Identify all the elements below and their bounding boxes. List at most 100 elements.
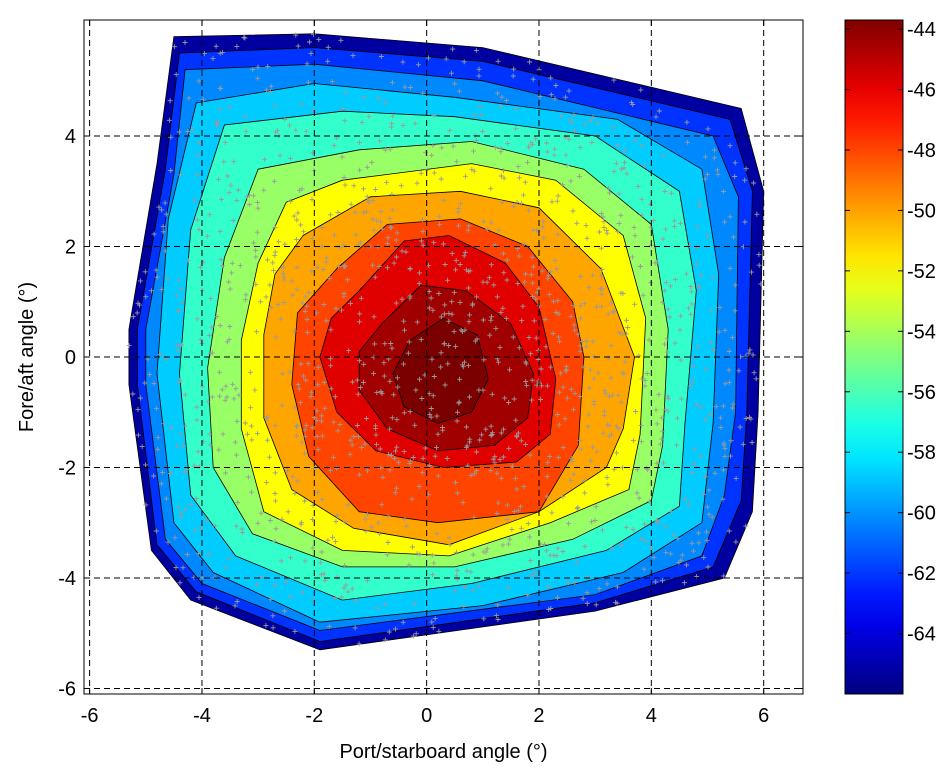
sample-marker [302, 558, 308, 564]
sample-marker [303, 423, 309, 428]
sample-marker [529, 377, 535, 383]
colorbar: -44 -46 -48 -50 -52 -54 -56 -58 -60 -62 -64 [844, 19, 936, 695]
sample-marker [753, 376, 759, 382]
sample-marker [394, 417, 400, 423]
sample-marker [420, 229, 426, 234]
sample-marker [451, 289, 457, 295]
sample-marker [216, 447, 222, 453]
sample-marker [582, 544, 588, 549]
sample-marker [530, 264, 536, 270]
sample-marker [430, 307, 436, 313]
sample-marker [253, 281, 259, 287]
sample-marker [514, 486, 520, 492]
sample-marker [331, 419, 337, 425]
sample-marker [429, 552, 435, 558]
sample-marker [473, 294, 479, 300]
sample-marker [431, 240, 437, 246]
sample-marker [209, 324, 215, 330]
sample-marker [255, 200, 261, 205]
sample-marker [456, 400, 462, 406]
sample-marker [563, 94, 569, 100]
plot-area: -6 -4 -2 0 2 4 6 -6 -4 -2 0 2 4 [58, 19, 804, 727]
sample-marker [668, 509, 674, 515]
sample-marker [749, 440, 755, 445]
sample-marker [387, 378, 393, 384]
sample-marker [412, 422, 418, 428]
sample-marker [488, 317, 494, 323]
sample-marker [438, 350, 444, 356]
sample-marker [705, 504, 710, 510]
sample-marker [705, 564, 711, 570]
sample-marker [605, 482, 611, 488]
sample-marker [479, 112, 485, 118]
sample-marker [184, 552, 190, 557]
sample-marker [302, 294, 308, 300]
sample-marker [743, 416, 749, 421]
sample-marker [441, 341, 447, 347]
sample-marker [514, 433, 519, 439]
sample-marker [456, 223, 462, 229]
sample-marker [736, 368, 742, 374]
sample-marker [151, 231, 157, 237]
sample-marker [638, 439, 644, 445]
sample-marker [198, 337, 204, 343]
sample-marker [600, 430, 606, 436]
sample-marker [126, 343, 132, 349]
sample-marker [523, 379, 529, 384]
sample-marker [529, 397, 534, 403]
sample-marker [331, 143, 337, 149]
sample-marker [339, 594, 345, 600]
sample-marker [552, 96, 558, 102]
sample-marker [353, 598, 359, 604]
sample-marker [568, 313, 574, 319]
sample-marker [405, 350, 411, 356]
sample-marker [443, 56, 449, 62]
sample-marker [446, 343, 452, 348]
sample-marker [684, 119, 690, 125]
sample-marker [576, 173, 582, 179]
sample-marker [255, 431, 260, 437]
sample-marker [434, 531, 440, 537]
sample-marker [577, 343, 583, 349]
sample-marker [590, 272, 596, 278]
sample-marker [235, 187, 241, 193]
sample-marker [528, 272, 534, 278]
sample-marker [651, 555, 657, 561]
sample-marker [365, 468, 370, 474]
sample-marker [349, 379, 355, 385]
sample-marker [606, 394, 612, 400]
sample-marker [298, 521, 304, 527]
sample-marker [691, 461, 697, 467]
sample-marker [237, 263, 243, 269]
sample-marker [674, 415, 680, 421]
sample-marker [181, 443, 186, 449]
sample-marker [585, 424, 591, 429]
sample-marker [270, 625, 276, 631]
sample-marker [575, 331, 581, 337]
sample-marker [463, 424, 469, 430]
sample-marker [248, 405, 254, 411]
sample-marker [722, 327, 728, 333]
sample-marker [624, 331, 629, 337]
sample-marker [174, 292, 180, 298]
sample-marker [549, 199, 555, 205]
sample-marker [292, 490, 298, 496]
x-tick-label: 6 [758, 705, 769, 727]
sample-marker [143, 502, 149, 508]
sample-marker [178, 172, 183, 178]
sample-marker [335, 428, 341, 434]
sample-marker [245, 431, 250, 437]
sample-marker [596, 586, 602, 592]
sample-marker [554, 553, 560, 559]
sample-marker [615, 425, 621, 431]
sample-marker [431, 113, 437, 119]
sample-marker [430, 142, 436, 148]
sample-marker [751, 370, 757, 376]
sample-marker [540, 219, 546, 225]
y-tick-label: 0 [65, 347, 76, 369]
sample-marker [192, 528, 198, 534]
sample-marker [601, 408, 607, 414]
sample-marker [449, 251, 455, 257]
sample-marker [307, 39, 312, 45]
sample-marker [543, 344, 549, 350]
